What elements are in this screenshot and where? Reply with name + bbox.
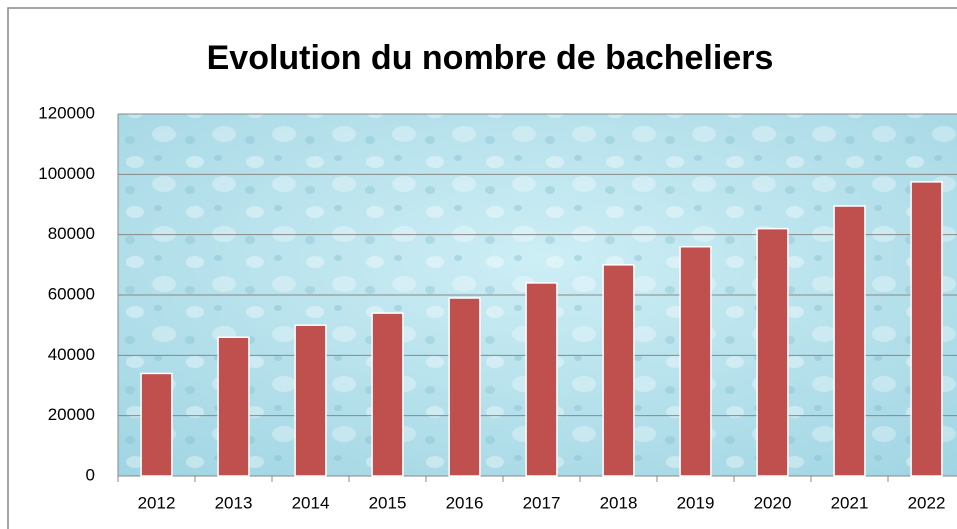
bar xyxy=(371,312,404,477)
bar xyxy=(602,264,635,477)
y-tick-label: 100000 xyxy=(38,164,95,183)
x-tick-label: 2016 xyxy=(446,493,484,512)
y-tick-label: 0 xyxy=(86,465,95,484)
x-tick-label: 2021 xyxy=(831,493,869,512)
y-tick-label: 80000 xyxy=(48,224,95,243)
bar xyxy=(910,181,943,477)
y-tick-label: 60000 xyxy=(48,284,95,303)
x-tick-label: 2013 xyxy=(215,493,253,512)
bar xyxy=(525,282,558,477)
bar xyxy=(833,205,866,477)
x-tick-label: 2014 xyxy=(292,493,330,512)
chart-title: Evolution du nombre de bacheliers xyxy=(207,39,774,77)
y-tick-label: 120000 xyxy=(38,103,95,122)
x-tick-label: 2017 xyxy=(523,493,561,512)
y-tick-label: 20000 xyxy=(48,405,95,424)
bar xyxy=(217,336,250,477)
y-tick-label: 40000 xyxy=(48,345,95,364)
bar xyxy=(140,372,173,477)
x-tick-label: 2019 xyxy=(677,493,715,512)
bar xyxy=(756,227,789,477)
bar xyxy=(294,324,327,477)
x-tick-label: 2022 xyxy=(908,493,946,512)
bar xyxy=(679,245,712,477)
x-tick-label: 2015 xyxy=(369,493,407,512)
x-tick-label: 2020 xyxy=(754,493,792,512)
bar xyxy=(448,297,481,477)
x-tick-label: 2018 xyxy=(600,493,638,512)
x-tick-label: 2012 xyxy=(138,493,176,512)
